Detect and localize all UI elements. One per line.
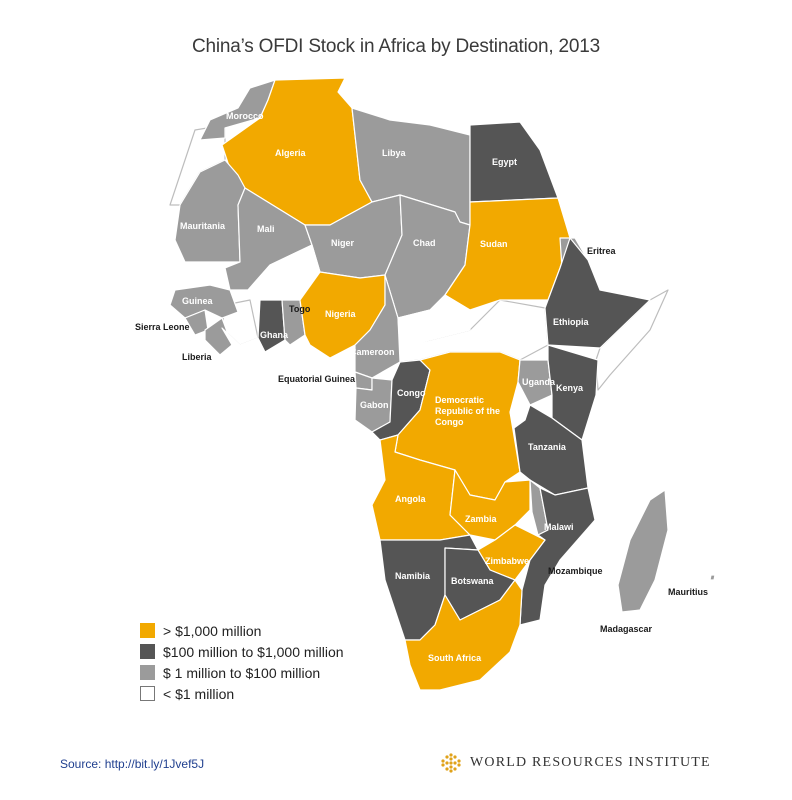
label-madagascar: Madagascar <box>600 624 653 634</box>
label-drc-line1: Democratic <box>435 395 484 405</box>
country-ghana <box>257 299 286 353</box>
legend-item: $100 million to $1,000 million <box>140 641 344 662</box>
label-cameroon: Cameroon <box>350 347 395 357</box>
label-drc-line2: Republic of the <box>435 406 500 416</box>
legend: > $1,000 million $100 million to $1,000 … <box>140 620 344 704</box>
brand-name: WORLD RESOURCES INSTITUTE <box>470 755 711 770</box>
label-eritrea: Eritrea <box>587 246 617 256</box>
label-congo: Congo <box>397 388 426 398</box>
label-sierra-leone: Sierra Leone <box>135 322 190 332</box>
label-ghana: Ghana <box>260 330 289 340</box>
country-sudan <box>444 197 571 311</box>
legend-swatch <box>140 686 155 701</box>
label-zambia: Zambia <box>465 514 498 524</box>
label-sudan: Sudan <box>480 239 508 249</box>
map-title: China’s OFDI Stock in Africa by Destinat… <box>191 36 601 57</box>
legend-swatch <box>140 644 155 659</box>
brand: WORLD RESOURCES INSTITUTE <box>440 752 711 774</box>
legend-label: $ 1 million to $100 million <box>163 664 321 681</box>
label-kenya: Kenya <box>556 383 584 393</box>
label-gabon: Gabon <box>360 400 389 410</box>
country-madagascar <box>617 489 669 613</box>
country-tanzania <box>513 404 589 496</box>
label-egypt: Egypt <box>492 157 517 167</box>
country-mauritius <box>709 574 716 581</box>
label-drc: Democratic Republic of the Congo <box>435 395 503 427</box>
country-egypt <box>469 121 559 203</box>
label-south-africa: South Africa <box>428 653 482 663</box>
source-link[interactable]: Source: http://bit.ly/1Jvef5J <box>60 757 205 771</box>
label-niger: Niger <box>331 238 355 248</box>
legend-label: < $1 million <box>163 685 235 702</box>
label-zimbabwe: Zimbabwe <box>485 556 529 566</box>
legend-item: < $1 million <box>140 683 344 704</box>
label-malawi: Malawi <box>544 522 574 532</box>
country-liberia <box>204 317 233 356</box>
label-algeria: Algeria <box>275 148 307 158</box>
country-car <box>397 294 471 349</box>
legend-item: $ 1 million to $100 million <box>140 662 344 683</box>
label-morocco: Morocco <box>226 111 264 121</box>
africa-map: Morocco Algeria Libya Egypt Mauritania M… <box>135 77 716 691</box>
label-botswana: Botswana <box>451 576 495 586</box>
country-togo-benin <box>281 299 306 346</box>
label-mauritius: Mauritius <box>668 587 708 597</box>
label-drc-line3: Congo <box>435 417 464 427</box>
legend-swatch <box>140 623 155 638</box>
legend-label: $100 million to $1,000 million <box>163 643 344 660</box>
label-nigeria: Nigeria <box>325 309 357 319</box>
country-uganda <box>517 359 553 406</box>
country-zambia <box>449 469 531 541</box>
label-mozambique: Mozambique <box>548 566 603 576</box>
label-tanzania: Tanzania <box>528 442 567 452</box>
legend-label: > $1,000 million <box>163 622 262 639</box>
label-chad: Chad <box>413 238 436 248</box>
label-togo: Togo <box>289 304 311 314</box>
label-eq-guinea: Equatorial Guinea <box>278 374 356 384</box>
label-uganda: Uganda <box>522 377 556 387</box>
label-mauritania: Mauritania <box>180 221 226 231</box>
country-south-africa <box>404 579 523 691</box>
legend-item: > $1,000 million <box>140 620 344 641</box>
label-liberia: Liberia <box>182 352 213 362</box>
label-mali: Mali <box>257 224 275 234</box>
country-ethiopia <box>544 237 651 349</box>
legend-swatch <box>140 665 155 680</box>
wri-logo-icon <box>441 753 461 773</box>
label-guinea: Guinea <box>182 296 214 306</box>
label-namibia: Namibia <box>395 571 431 581</box>
label-ethiopia: Ethiopia <box>553 317 589 327</box>
label-angola: Angola <box>395 494 426 504</box>
label-libya: Libya <box>382 148 407 158</box>
